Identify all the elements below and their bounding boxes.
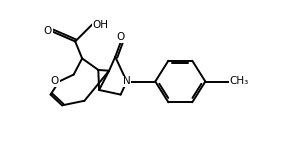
Text: N: N — [123, 76, 131, 86]
Text: O: O — [51, 76, 59, 86]
Text: OH: OH — [92, 20, 108, 30]
Text: CH₃: CH₃ — [229, 76, 248, 86]
Text: O: O — [44, 26, 52, 36]
Text: O: O — [116, 32, 125, 42]
